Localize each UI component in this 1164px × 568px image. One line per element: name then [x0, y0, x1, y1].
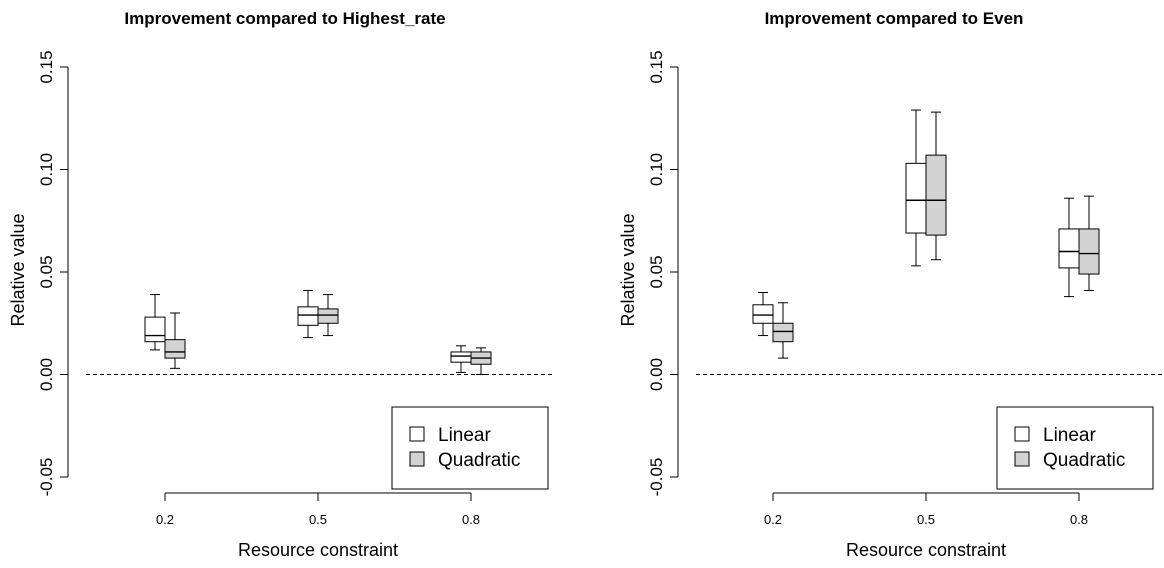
- x-tick-label: 0.2: [764, 512, 782, 527]
- box-iqr: [925, 154, 947, 236]
- box-iqr: [297, 306, 319, 326]
- x-axis-label: Resource constraint: [846, 540, 1006, 560]
- y-tick-label: 0.05: [647, 255, 666, 288]
- legend-swatch-linear: [409, 426, 425, 442]
- plot-area: -0.05 0.00 0.05 0.10 0.15 0.2 0.5 0.8: [647, 50, 1162, 527]
- legend-label-quadratic: Quadratic: [438, 450, 520, 471]
- boxplot-quadratic-0.8: [470, 347, 492, 375]
- chart-title: Improvement compared to Highest_rate: [124, 9, 445, 28]
- boxplot-linear-0.5: [905, 109, 927, 267]
- legend-label-linear: Linear: [438, 425, 491, 446]
- boxplot-quadratic-0.8: [1078, 195, 1100, 291]
- legend: Linear Quadratic: [391, 406, 549, 490]
- y-axis-label: Relative value: [8, 213, 28, 326]
- y-axis-label: Relative value: [618, 213, 638, 326]
- legend-label-linear: Linear: [1043, 425, 1096, 446]
- x-tick-label: 0.5: [309, 512, 327, 527]
- chart-panel-even: Improvement compared to Even Relative va…: [618, 9, 1162, 560]
- boxplot-linear-0.8: [450, 345, 472, 373]
- y-tick-label: 0.15: [37, 50, 56, 83]
- boxplot-linear-0.5: [297, 289, 319, 339]
- box-iqr: [317, 308, 339, 324]
- y-tick-label: 0.00: [647, 358, 666, 391]
- box-iqr: [752, 304, 774, 324]
- y-tick-label: 0.05: [37, 255, 56, 288]
- boxplot-quadratic-0.2: [164, 312, 186, 369]
- boxplot-linear-0.2: [144, 294, 166, 351]
- y-tick-label: 0.00: [37, 358, 56, 391]
- x-tick-label: 0.5: [917, 512, 935, 527]
- box-iqr: [144, 316, 166, 343]
- y-tick-label: -0.05: [647, 458, 666, 497]
- legend-frame: [996, 406, 1154, 490]
- box-iqr: [450, 351, 472, 363]
- plot-area: -0.05 0.00 0.05 0.10 0.15 0.2 0.5 0.8: [37, 50, 555, 527]
- chart-title: Improvement compared to Even: [765, 9, 1024, 28]
- box-iqr: [772, 322, 794, 343]
- boxplot-linear-0.2: [752, 292, 774, 337]
- x-tick-label: 0.2: [156, 512, 174, 527]
- y-tick-label: -0.05: [37, 458, 56, 497]
- legend: Linear Quadratic: [996, 406, 1154, 490]
- boxplot-quadratic-0.5: [925, 111, 947, 261]
- y-tick-label: 0.10: [37, 153, 56, 186]
- legend-swatch-quadratic: [1014, 451, 1030, 467]
- chart-panel-highest-rate: Improvement compared to Highest_rate Rel…: [8, 9, 555, 560]
- x-tick-label: 0.8: [462, 512, 480, 527]
- x-axis-label: Resource constraint: [238, 540, 398, 560]
- boxplot-quadratic-0.2: [772, 302, 794, 359]
- legend-label-quadratic: Quadratic: [1043, 450, 1125, 471]
- legend-swatch-quadratic: [409, 451, 425, 467]
- box-iqr: [164, 339, 186, 359]
- y-tick-label: 0.15: [647, 50, 666, 83]
- y-tick-label: 0.10: [647, 153, 666, 186]
- legend-frame: [391, 406, 549, 490]
- box-iqr: [1078, 228, 1100, 275]
- boxplot-linear-0.8: [1058, 197, 1080, 298]
- box-iqr: [905, 162, 927, 234]
- boxplot-quadratic-0.5: [317, 294, 339, 337]
- legend-swatch-linear: [1014, 426, 1030, 442]
- box-iqr: [1058, 228, 1080, 269]
- x-tick-label: 0.8: [1070, 512, 1088, 527]
